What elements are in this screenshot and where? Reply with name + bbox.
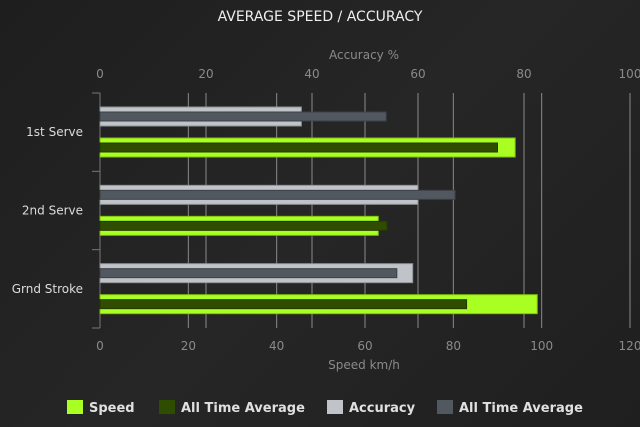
legend-swatch <box>327 400 343 414</box>
tick-label-speed: 60 <box>357 339 372 353</box>
tick-label-speed: 120 <box>619 339 640 353</box>
tick-label-accuracy: 80 <box>516 67 531 81</box>
tick-label-accuracy: 40 <box>304 67 319 81</box>
tick-label-speed: 80 <box>446 339 461 353</box>
legend-swatch <box>159 400 175 414</box>
legend-label: Speed <box>89 401 135 416</box>
tick-label-accuracy: 60 <box>410 67 425 81</box>
bottom-axis-label: Speed km/h <box>328 358 400 372</box>
top-axis-label: Accuracy % <box>329 48 399 62</box>
legend-item[interactable]: All Time Average <box>159 400 305 416</box>
legend-item[interactable]: All Time Average <box>437 400 583 416</box>
tick-label-speed: 20 <box>181 339 196 353</box>
tick-label-speed: 40 <box>269 339 284 353</box>
legend-item[interactable]: Accuracy <box>327 400 416 416</box>
legend-label: All Time Average <box>181 401 305 416</box>
category-label: 1st Serve <box>26 125 83 139</box>
bar-speed-all-time-average <box>99 142 498 153</box>
category-label: Grnd Stroke <box>12 282 83 296</box>
tick-label-accuracy: 100 <box>619 67 640 81</box>
tick-label-speed: 100 <box>530 339 553 353</box>
chart-title: AVERAGE SPEED / ACCURACY <box>218 9 423 25</box>
legend-label: All Time Average <box>459 401 583 416</box>
legend-swatch <box>67 400 83 414</box>
legend-label: Accuracy <box>349 401 416 416</box>
tick-label-accuracy: 0 <box>96 67 104 81</box>
tick-label-speed: 0 <box>96 339 104 353</box>
bar-accuracy-all-time-average <box>99 111 387 122</box>
bar-speed-all-time-average <box>99 299 468 310</box>
bar-speed-all-time-average <box>99 220 388 231</box>
category-label: 2nd Serve <box>22 204 83 218</box>
tick-label-accuracy: 20 <box>198 67 213 81</box>
bar-accuracy-all-time-average <box>99 268 398 279</box>
legend-swatch <box>437 400 453 414</box>
bar-accuracy-all-time-average <box>99 189 456 200</box>
legend-item[interactable]: Speed <box>67 400 135 416</box>
